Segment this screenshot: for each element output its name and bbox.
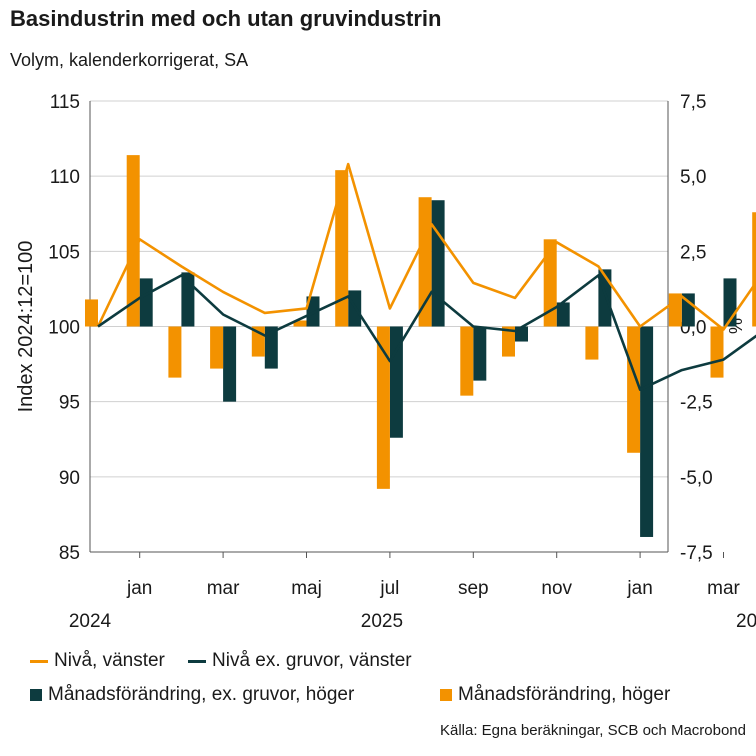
- x-axis-tick-label: jan: [626, 578, 652, 599]
- x-axis-tick-label: nov: [541, 578, 572, 599]
- bar: [460, 326, 474, 396]
- bar: [335, 170, 349, 327]
- left-axis-tick-label: 105: [48, 242, 80, 263]
- left-axis-tick-label: 95: [59, 393, 80, 414]
- right-axis-tick-label: 5,0: [680, 167, 706, 188]
- x-axis-tick-label: sep: [458, 578, 489, 599]
- bar: [710, 326, 724, 378]
- bar: [752, 212, 756, 327]
- bar: [139, 278, 153, 327]
- series-line: [97, 274, 756, 391]
- bar: [668, 293, 682, 327]
- bar: [681, 293, 695, 327]
- left-axis-tick-label: 110: [50, 167, 80, 188]
- legend-bar-swatch: [440, 689, 452, 701]
- bar: [85, 299, 98, 327]
- left-axis-tick-label: 115: [50, 92, 80, 113]
- x-axis-year-label: 2026: [736, 611, 756, 632]
- legend-item-niva: Nivå, vänster: [30, 650, 165, 672]
- right-axis-tick-label: -2,5: [680, 393, 713, 414]
- bar: [293, 320, 307, 327]
- x-axis-tick-label: jan: [126, 578, 152, 599]
- bar: [376, 326, 390, 489]
- legend-label: Månadsförändring, ex. gruvor, höger: [48, 684, 355, 705]
- bar: [431, 200, 445, 327]
- x-axis-year-label: 2025: [361, 611, 403, 632]
- legend-item-manadsforandring: Månadsförändring, höger: [440, 684, 670, 706]
- series-line: [96, 162, 756, 331]
- bar: [543, 239, 557, 327]
- legend-item-niva-ex-gruvor: Nivå ex. gruvor, vänster: [188, 650, 412, 672]
- chart-subtitle: Volym, kalenderkorrigerat, SA: [10, 50, 249, 70]
- x-axis-tick-label: mar: [207, 578, 240, 599]
- bar: [640, 326, 654, 537]
- x-axis-tick-label: maj: [291, 578, 322, 599]
- bar: [210, 326, 224, 369]
- left-axis-tick-label: 100: [48, 318, 80, 339]
- source-note: Källa: Egna beräkningar, SCB och Macrobo…: [439, 722, 746, 739]
- left-axis-tick-label: 90: [59, 468, 80, 489]
- legend-label: Nivå, vänster: [54, 650, 165, 671]
- left-axis-title: Index 2024:12=100: [15, 241, 37, 413]
- legend-bar-swatch: [30, 689, 42, 701]
- left-axis-tick-label: 85: [59, 543, 80, 564]
- right-axis-tick-label: 7,5: [680, 92, 706, 113]
- x-axis-tick-label: mar: [707, 578, 740, 599]
- bar: [585, 326, 599, 360]
- x-axis-year-label: 2024: [69, 611, 112, 632]
- bar: [168, 326, 182, 378]
- legend-label: Nivå ex. gruvor, vänster: [212, 650, 412, 671]
- legend-line-swatch: [30, 659, 48, 663]
- bar: [418, 197, 432, 327]
- legend-item-manadsforandring-ex-gruvor: Månadsförändring, ex. gruvor, höger: [30, 684, 354, 706]
- bar: [126, 155, 140, 327]
- chart-title: Basindustrin med och utan gruvindustrin: [10, 6, 442, 31]
- bar: [264, 326, 278, 369]
- legend-line-swatch: [188, 659, 206, 663]
- bar: [306, 296, 320, 327]
- bar: [556, 302, 570, 327]
- legend-label: Månadsförändring, höger: [458, 684, 671, 705]
- bar: [502, 326, 515, 357]
- right-axis-tick-label: -5,0: [680, 468, 713, 489]
- right-axis-tick-label: -7,5: [680, 543, 713, 564]
- bar: [473, 326, 487, 381]
- right-axis-tick-label: 2,5: [680, 242, 706, 263]
- x-axis-tick-label: jul: [379, 578, 399, 599]
- bar: [223, 326, 237, 402]
- bar: [627, 326, 641, 453]
